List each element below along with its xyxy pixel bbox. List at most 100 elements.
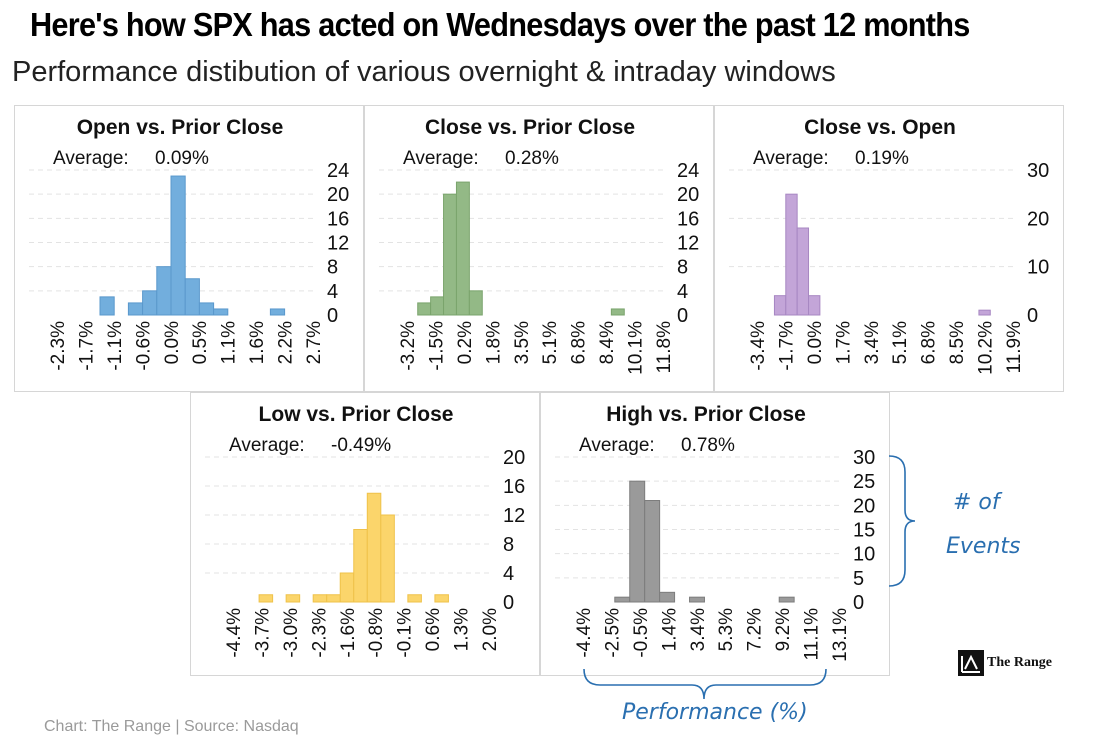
histogram-bar xyxy=(689,596,705,603)
logo-text: The Range xyxy=(987,655,1052,670)
histogram-bar xyxy=(614,596,631,603)
x-tick-label: -1.1% xyxy=(105,321,126,371)
chart-panel-low-vs-prior-close: Low vs. Prior Close Average: -0.49% 20 16 12 8… xyxy=(190,392,540,676)
histogram-bar xyxy=(269,308,286,316)
x-tick-label: 1.4% xyxy=(659,608,680,651)
y-tick-label: 0 xyxy=(677,305,688,327)
x-tick-label: -3.0% xyxy=(281,608,302,658)
histogram-bar xyxy=(434,594,449,603)
x-tick-label: -0.5% xyxy=(631,608,652,658)
x-tick-label: -2.3% xyxy=(48,321,69,371)
x-tick-label: 10.1% xyxy=(626,321,647,375)
y-tick-label: 30 xyxy=(853,447,875,469)
y-tick-label: 16 xyxy=(503,476,525,498)
histogram-bar xyxy=(659,591,676,603)
histogram-bar xyxy=(380,514,395,603)
y-tick-label: 20 xyxy=(853,495,875,517)
histogram-bar xyxy=(353,529,368,603)
histogram-bar xyxy=(773,295,787,316)
histogram-svg: Close vs. Open Average: 0.19% 30 20 10 0 -3.4% -… xyxy=(729,116,1049,375)
x-tick-label: 7.2% xyxy=(745,608,766,651)
histogram-bar xyxy=(443,193,457,316)
histogram-bar xyxy=(978,309,991,316)
x-tick-label: -1.7% xyxy=(776,321,797,371)
average-label: Average: xyxy=(403,148,479,169)
page-title: Here's how SPX has acted on Wednesdays o… xyxy=(30,6,970,43)
histogram-bar xyxy=(644,500,661,603)
y-tick-label: 8 xyxy=(503,534,514,556)
average-value: 0.09% xyxy=(155,148,209,169)
brand-logo: The Range xyxy=(958,650,1052,676)
histogram-bar xyxy=(142,290,158,316)
histogram-bar xyxy=(785,193,798,316)
y-tick-label: 12 xyxy=(327,233,349,255)
x-axis-brace xyxy=(583,668,827,700)
histogram-bar xyxy=(184,278,200,316)
histogram-bar xyxy=(285,594,301,603)
x-tick-label: 1.8% xyxy=(483,321,504,364)
x-tick-label: 0.0% xyxy=(805,321,826,364)
x-tick-label: -1.7% xyxy=(76,321,97,371)
x-tick-label: 13.1% xyxy=(830,608,851,662)
x-tick-label: 0.5% xyxy=(190,321,211,364)
y-axis-brace xyxy=(888,455,916,587)
x-tick-label: 2.2% xyxy=(276,321,297,364)
chart-peak-icon xyxy=(958,650,984,676)
chart-title: Low vs. Prior Close xyxy=(259,403,454,426)
y-tick-label: 24 xyxy=(677,160,699,182)
x-tick-label: 1.6% xyxy=(247,321,268,364)
histogram-bar xyxy=(468,290,483,316)
x-annotation: Performance (%) xyxy=(622,700,808,725)
average-value: 0.78% xyxy=(681,435,735,456)
y-tick-label: 20 xyxy=(327,184,349,206)
histogram-svg: Low vs. Prior Close Average: -0.49% 20 16 12 8… xyxy=(205,403,525,658)
histogram-bar xyxy=(430,296,445,316)
y-tick-label: 24 xyxy=(327,160,349,182)
x-tick-label: -3.2% xyxy=(398,321,419,371)
x-tick-label: 1.1% xyxy=(219,321,240,364)
x-tick-label: 8.5% xyxy=(947,321,968,364)
x-tick-label: -1.5% xyxy=(426,321,447,371)
y-tick-label: 16 xyxy=(677,208,699,230)
x-tick-label: -1.6% xyxy=(338,608,359,658)
x-tick-label: 11.8% xyxy=(654,321,675,374)
histogram-bar xyxy=(366,492,382,603)
x-tick-label: 6.8% xyxy=(919,321,940,364)
average-value: 0.19% xyxy=(855,148,909,169)
y-tick-label: 25 xyxy=(853,471,875,493)
average-value: -0.49% xyxy=(331,435,391,456)
y-tick-label: 20 xyxy=(1027,208,1049,230)
histogram-bar xyxy=(808,295,821,316)
y-tick-label: 30 xyxy=(1027,160,1049,182)
x-tick-label: -2.5% xyxy=(602,608,623,658)
x-tick-label: 9.2% xyxy=(773,608,794,651)
chart-panel-close-vs-prior-close: Close vs. Prior Close Average: 0.28% 24 20 16… xyxy=(364,105,714,392)
x-tick-label: -3.4% xyxy=(748,321,769,371)
histogram-bar xyxy=(213,308,229,316)
y-tick-label: 20 xyxy=(503,447,525,469)
average-value: 0.28% xyxy=(505,148,559,169)
chart-title: Close vs. Prior Close xyxy=(425,116,635,139)
x-tick-label: -0.8% xyxy=(366,608,387,658)
y-tick-label: 20 xyxy=(677,184,699,206)
y-tick-label: 4 xyxy=(327,281,338,303)
x-tick-label: -2.3% xyxy=(309,608,330,658)
x-tick-label: 6.8% xyxy=(569,321,590,364)
page-subtitle: Performance distibution of various overn… xyxy=(12,56,836,88)
histogram-bar xyxy=(198,302,215,316)
histogram-bar xyxy=(417,302,432,316)
histogram-bar xyxy=(127,302,144,316)
histogram-bar xyxy=(407,594,422,603)
y-tick-label: 4 xyxy=(503,563,514,585)
histogram-bar xyxy=(99,296,115,316)
x-tick-label: 0.6% xyxy=(423,608,444,651)
y-tick-label: 4 xyxy=(677,281,688,303)
y-annotation-line2: Events xyxy=(946,534,1021,559)
x-tick-label: 0.0% xyxy=(162,321,183,364)
x-tick-label: -4.4% xyxy=(224,608,245,658)
histogram-bar xyxy=(312,594,328,603)
y-tick-label: 0 xyxy=(853,592,864,614)
x-tick-label: 3.4% xyxy=(688,608,709,651)
x-tick-label: 5.3% xyxy=(716,608,737,651)
